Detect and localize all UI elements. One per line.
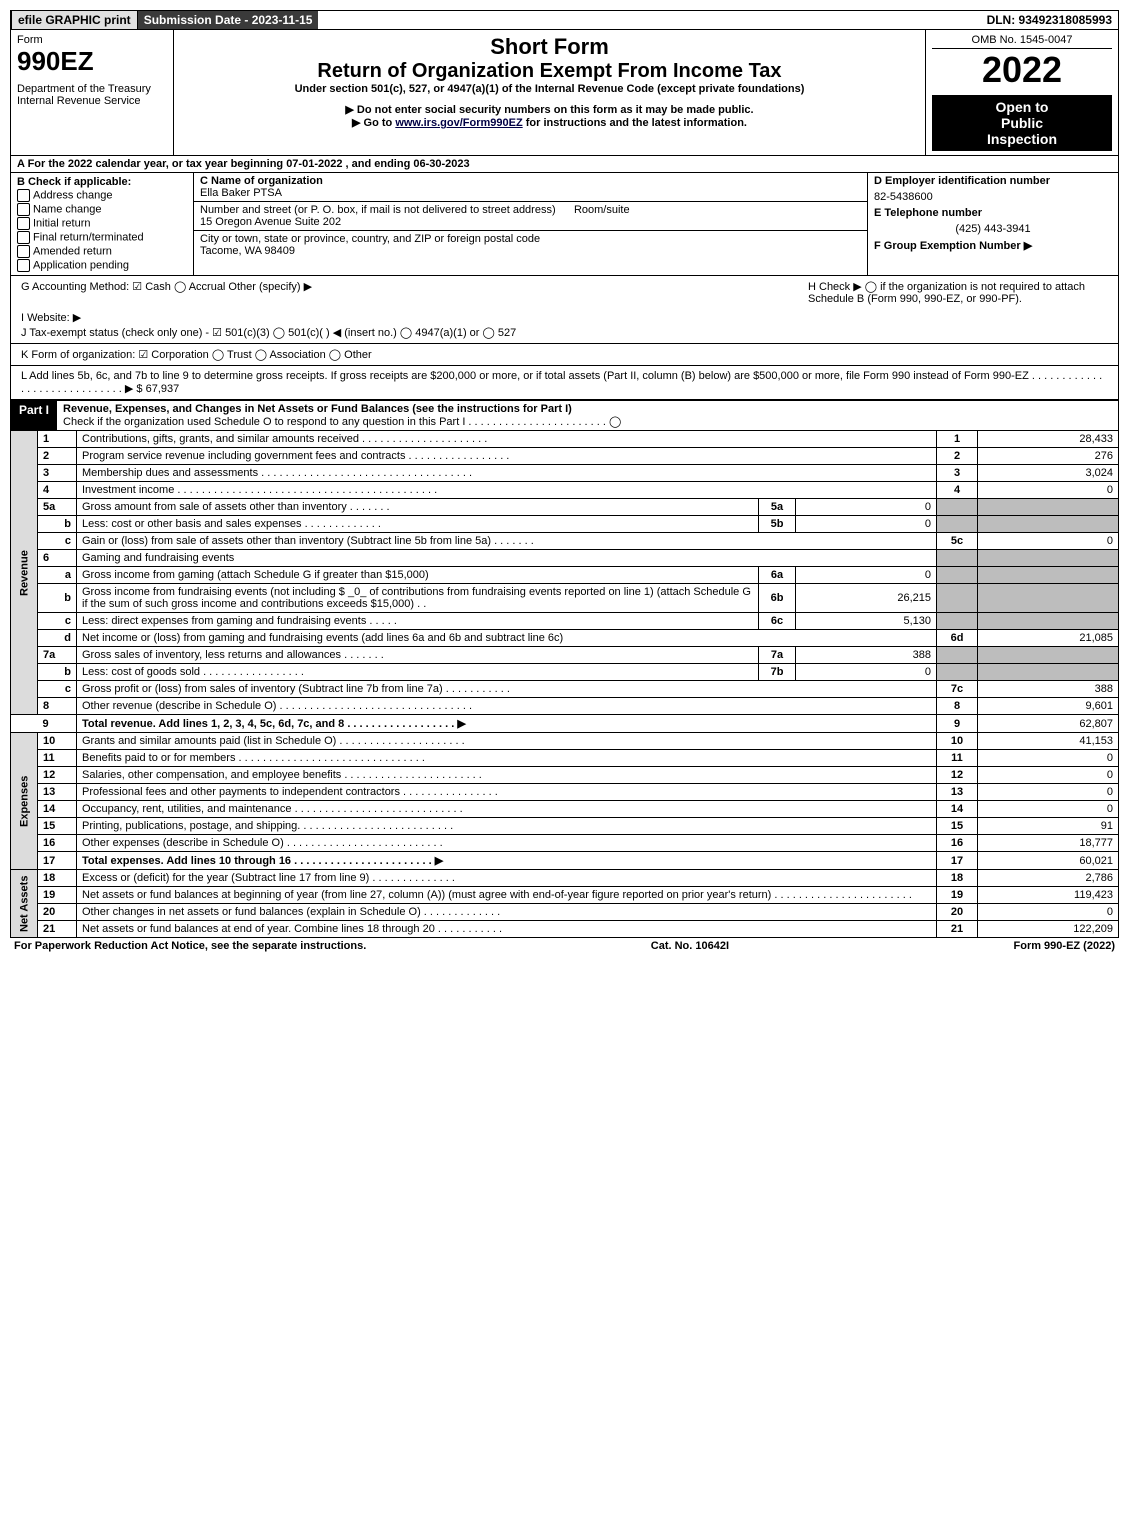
open-to-public-box: Open to Public Inspection (932, 95, 1112, 151)
part1-title: Revenue, Expenses, and Changes in Net As… (57, 401, 1118, 430)
b-label: B Check if applicable: (17, 176, 187, 188)
instr-goto: ▶ Go to www.irs.gov/Form990EZ for instru… (180, 116, 919, 129)
org-info-block: B Check if applicable: Address change Na… (10, 173, 1119, 275)
chk-address-change[interactable]: Address change (17, 189, 187, 202)
ein-value: 82-5438600 (868, 189, 1118, 205)
main-title: Return of Organization Exempt From Incom… (180, 60, 919, 83)
topbar: efile GRAPHIC print Submission Date - 20… (10, 10, 1119, 30)
line4-value: 0 (978, 482, 1119, 499)
line6d-value: 21,085 (978, 630, 1119, 647)
chk-amended-return[interactable]: Amended return (17, 245, 187, 258)
line21-value: 122,209 (978, 921, 1119, 938)
revenue-side-label: Revenue (11, 431, 38, 715)
line8-value: 9,601 (978, 698, 1119, 715)
line6a-value: 0 (796, 567, 937, 584)
chk-initial-return[interactable]: Initial return (17, 217, 187, 230)
tax-year: 2022 (932, 49, 1112, 91)
line-k: K Form of organization: ☑ Corporation ◯ … (10, 344, 1119, 366)
chk-name-change[interactable]: Name change (17, 203, 187, 216)
line-j: J Tax-exempt status (check only one) - ☑… (21, 326, 1108, 339)
line19-value: 119,423 (978, 887, 1119, 904)
part1-label: Part I (11, 401, 57, 430)
line1-value: 28,433 (978, 431, 1119, 448)
line3-value: 3,024 (978, 465, 1119, 482)
form-label: Form (17, 34, 167, 46)
form-meta-block: OMB No. 1545-0047 2022 Open to Public In… (926, 30, 1118, 155)
c-street-label: Number and street (or P. O. box, if mail… (200, 204, 556, 216)
line10-value: 41,153 (978, 733, 1119, 750)
c-name-label: C Name of organization (200, 175, 323, 187)
dept-irs: Internal Revenue Service (17, 95, 167, 107)
phone-value: (425) 443-3941 (868, 221, 1118, 237)
f-label: F Group Exemption Number ▶ (868, 237, 1118, 254)
line5a-value: 0 (796, 499, 937, 516)
line-g: G Accounting Method: ☑ Cash ◯ Accrual Ot… (21, 280, 312, 305)
line5b-value: 0 (796, 516, 937, 533)
e-label: E Telephone number (868, 205, 1118, 221)
line11-value: 0 (978, 750, 1119, 767)
form-title-block: Short Form Return of Organization Exempt… (174, 30, 926, 155)
section-c: C Name of organization Ella Baker PTSA N… (194, 173, 867, 275)
form-header: Form 990EZ Department of the Treasury In… (10, 30, 1119, 156)
line-l: L Add lines 5b, 6c, and 7b to line 9 to … (10, 366, 1119, 400)
d-label: D Employer identification number (868, 173, 1118, 189)
section-def: D Employer identification number 82-5438… (867, 173, 1118, 275)
instr-ssn: ▶ Do not enter social security numbers o… (180, 103, 919, 116)
section-b: B Check if applicable: Address change Na… (11, 173, 194, 275)
short-form-title: Short Form (180, 34, 919, 60)
page-footer: For Paperwork Reduction Act Notice, see … (10, 938, 1119, 954)
line15-value: 91 (978, 818, 1119, 835)
subtitle: Under section 501(c), 527, or 4947(a)(1)… (180, 83, 919, 95)
line-a: A For the 2022 calendar year, or tax yea… (10, 156, 1119, 173)
dln-label: DLN: 93492318085993 (981, 11, 1118, 29)
chk-final-return[interactable]: Final return/terminated (17, 231, 187, 244)
lines-g-to-l: G Accounting Method: ☑ Cash ◯ Accrual Ot… (10, 275, 1119, 344)
footer-left: For Paperwork Reduction Act Notice, see … (14, 940, 366, 952)
part1-table: Revenue 1 Contributions, gifts, grants, … (10, 430, 1119, 938)
line12-value: 0 (978, 767, 1119, 784)
footer-mid: Cat. No. 10642I (651, 940, 729, 952)
line2-value: 276 (978, 448, 1119, 465)
line-h: H Check ▶ ◯ if the organization is not r… (808, 280, 1108, 305)
line7a-value: 388 (796, 647, 937, 664)
chk-application-pending[interactable]: Application pending (17, 259, 187, 272)
org-city: Tacome, WA 98409 (200, 245, 295, 257)
footer-right: Form 990-EZ (2022) (1014, 940, 1115, 952)
line16-value: 18,777 (978, 835, 1119, 852)
line6c-value: 5,130 (796, 613, 937, 630)
c-city-label: City or town, state or province, country… (200, 233, 540, 245)
line13-value: 0 (978, 784, 1119, 801)
form-id-block: Form 990EZ Department of the Treasury In… (11, 30, 174, 155)
org-street: 15 Oregon Avenue Suite 202 (200, 216, 341, 228)
line-i: I Website: ▶ (21, 311, 1108, 324)
line7c-value: 388 (978, 681, 1119, 698)
efile-print-button[interactable]: efile GRAPHIC print (11, 11, 138, 29)
line7b-value: 0 (796, 664, 937, 681)
line9-value: 62,807 (978, 715, 1119, 733)
line14-value: 0 (978, 801, 1119, 818)
form-code: 990EZ (17, 46, 167, 77)
c-room-label: Room/suite (574, 204, 630, 216)
netassets-side-label: Net Assets (11, 870, 38, 938)
line5c-value: 0 (978, 533, 1119, 550)
line20-value: 0 (978, 904, 1119, 921)
dept-treasury: Department of the Treasury (17, 83, 167, 95)
line18-value: 2,786 (978, 870, 1119, 887)
topbar-spacer (318, 11, 980, 29)
part1-header: Part I Revenue, Expenses, and Changes in… (10, 400, 1119, 430)
line17-value: 60,021 (978, 852, 1119, 870)
submission-date-button[interactable]: Submission Date - 2023-11-15 (138, 11, 319, 29)
org-name: Ella Baker PTSA (200, 187, 282, 199)
omb-number: OMB No. 1545-0047 (932, 34, 1112, 49)
irs-link[interactable]: www.irs.gov/Form990EZ (395, 117, 522, 129)
expenses-side-label: Expenses (11, 733, 38, 870)
line6b-value: 26,215 (796, 584, 937, 613)
